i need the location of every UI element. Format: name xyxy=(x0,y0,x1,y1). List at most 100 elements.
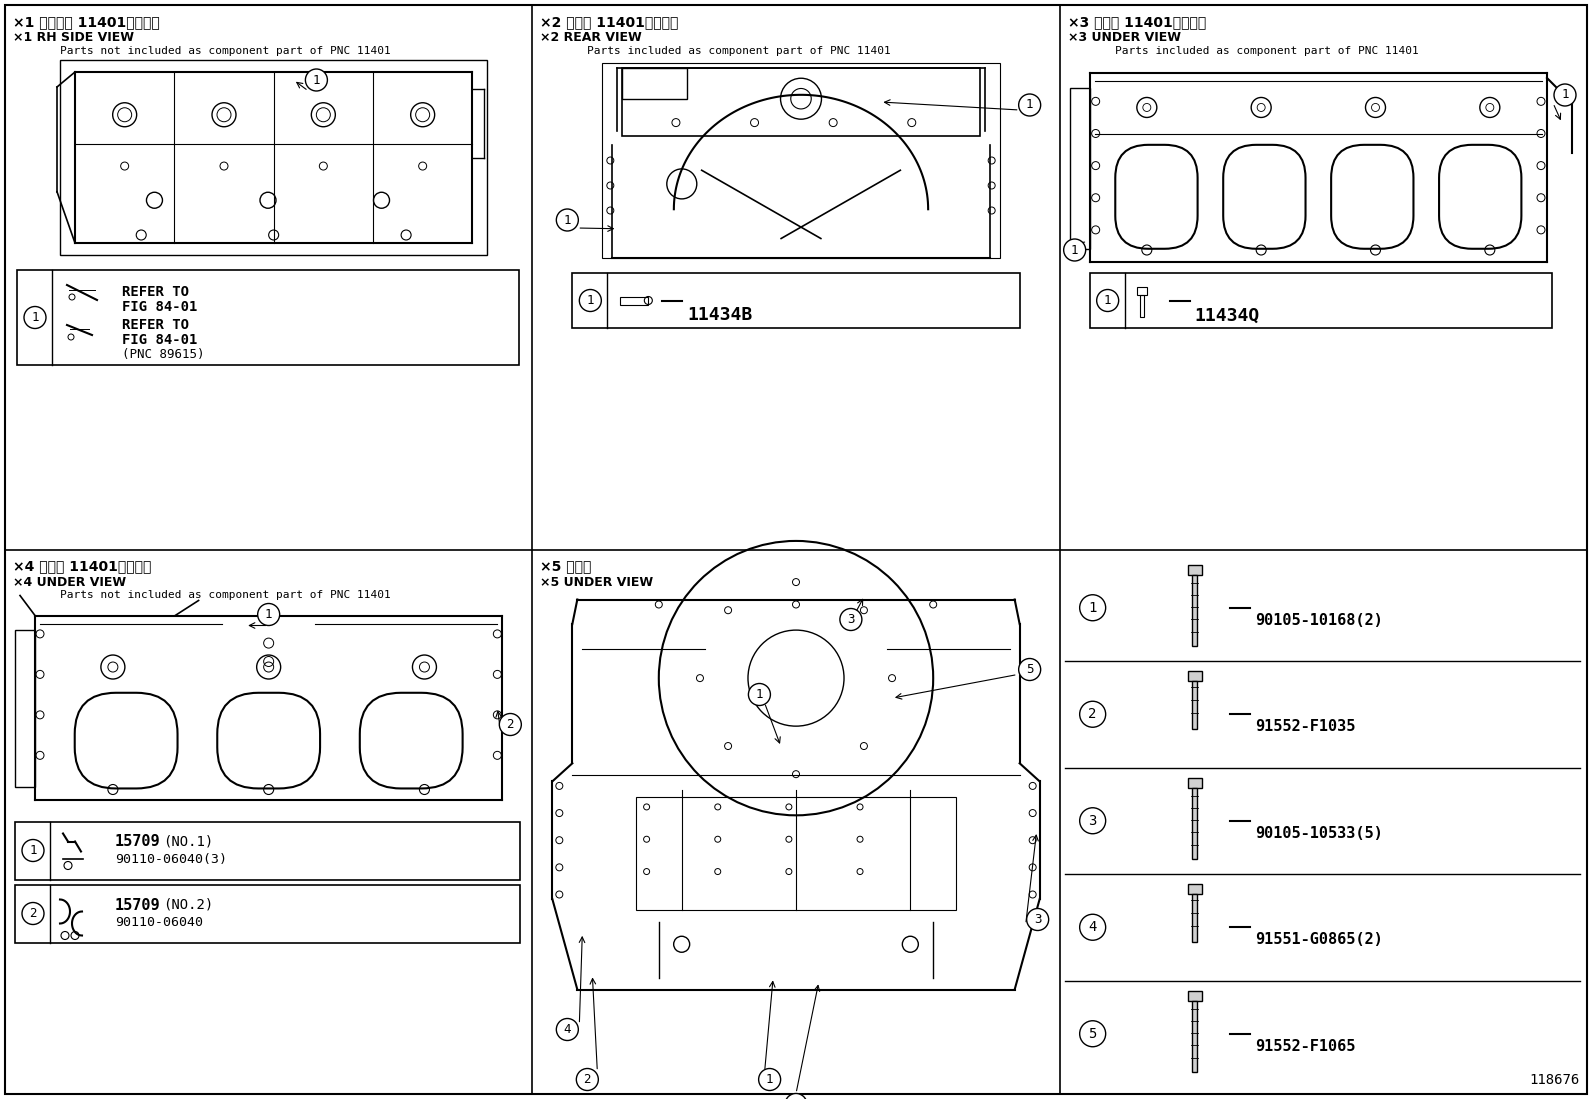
Text: 3: 3 xyxy=(1089,813,1097,828)
Circle shape xyxy=(1063,238,1086,260)
Circle shape xyxy=(24,307,46,329)
Text: REFER TO: REFER TO xyxy=(123,285,189,299)
Text: (NO.2): (NO.2) xyxy=(162,898,213,911)
Bar xyxy=(1192,681,1197,729)
Text: ×2 後方視 11401の構成内: ×2 後方視 11401の構成内 xyxy=(540,15,678,29)
Bar xyxy=(1070,88,1089,248)
Bar xyxy=(1188,565,1202,575)
Text: ×1 RH SIDE VIEW: ×1 RH SIDE VIEW xyxy=(13,31,134,44)
Text: 2: 2 xyxy=(1089,708,1097,721)
Circle shape xyxy=(556,209,578,231)
Text: 4: 4 xyxy=(1089,920,1097,934)
Bar xyxy=(1188,671,1202,681)
Text: 1: 1 xyxy=(586,295,594,307)
Circle shape xyxy=(785,1094,807,1099)
Text: ×5 下面視: ×5 下面視 xyxy=(540,559,592,574)
Circle shape xyxy=(841,609,861,631)
Text: 15709: 15709 xyxy=(115,834,161,850)
Text: ×4 下面視 11401の構成外: ×4 下面視 11401の構成外 xyxy=(13,559,151,574)
Circle shape xyxy=(748,684,771,706)
Bar xyxy=(1188,884,1202,893)
Text: (PNC 89615): (PNC 89615) xyxy=(123,348,204,360)
Circle shape xyxy=(500,713,521,735)
Text: 1: 1 xyxy=(1103,295,1111,307)
Text: ×2 REAR VIEW: ×2 REAR VIEW xyxy=(540,31,642,44)
Circle shape xyxy=(1019,95,1041,116)
Text: Parts not included as component part of PNC 11401: Parts not included as component part of … xyxy=(33,590,390,600)
Bar xyxy=(1140,295,1143,317)
Circle shape xyxy=(1079,595,1106,621)
Text: 11434B: 11434B xyxy=(688,307,753,324)
Bar xyxy=(1192,788,1197,859)
Bar xyxy=(622,68,686,99)
Text: Parts not included as component part of PNC 11401: Parts not included as component part of … xyxy=(33,46,390,56)
Bar xyxy=(635,797,957,910)
Circle shape xyxy=(1097,289,1119,311)
Text: 2: 2 xyxy=(29,907,37,920)
Bar xyxy=(1192,893,1197,942)
Text: 2: 2 xyxy=(506,718,514,731)
Circle shape xyxy=(759,1068,780,1090)
Text: ×5 UNDER VIEW: ×5 UNDER VIEW xyxy=(540,576,653,588)
Text: ×3 UNDER VIEW: ×3 UNDER VIEW xyxy=(1068,31,1181,44)
Text: 90110-06040(3): 90110-06040(3) xyxy=(115,854,228,866)
Text: 1: 1 xyxy=(312,74,320,87)
Text: 91552-F1035: 91552-F1035 xyxy=(1254,719,1355,734)
Text: ×4 UNDER VIEW: ×4 UNDER VIEW xyxy=(13,576,126,588)
Bar xyxy=(14,885,521,943)
Text: (NO.1): (NO.1) xyxy=(162,834,213,848)
Bar xyxy=(573,273,1019,328)
Bar xyxy=(1188,990,1202,1000)
Text: 5: 5 xyxy=(1089,1026,1097,1041)
Bar xyxy=(621,297,648,304)
Bar xyxy=(60,60,487,255)
Text: 4: 4 xyxy=(564,1023,572,1036)
Text: 1: 1 xyxy=(1089,601,1097,614)
Circle shape xyxy=(579,289,602,311)
Bar xyxy=(18,270,519,365)
Text: 118676: 118676 xyxy=(1530,1073,1579,1087)
Circle shape xyxy=(258,603,280,625)
Circle shape xyxy=(1079,914,1106,941)
Text: 5: 5 xyxy=(1025,663,1033,676)
Text: 1: 1 xyxy=(1025,99,1033,111)
Circle shape xyxy=(1079,1021,1106,1046)
Text: ×1 右側面視 11401の構成外: ×1 右側面視 11401の構成外 xyxy=(13,15,159,29)
Bar xyxy=(1192,575,1197,646)
Text: 1: 1 xyxy=(32,311,38,324)
Text: 1: 1 xyxy=(1562,89,1568,101)
Text: Parts included as component part of PNC 11401: Parts included as component part of PNC … xyxy=(560,46,892,56)
Text: 90110-06040: 90110-06040 xyxy=(115,917,204,930)
Circle shape xyxy=(22,902,45,924)
Circle shape xyxy=(556,1019,578,1041)
Bar xyxy=(602,63,1000,258)
Text: 1: 1 xyxy=(1071,244,1078,256)
Bar xyxy=(14,630,35,787)
Circle shape xyxy=(1027,909,1049,931)
Text: 11434Q: 11434Q xyxy=(1194,307,1259,324)
Text: 1: 1 xyxy=(564,213,572,226)
Circle shape xyxy=(1019,658,1041,680)
Text: 1: 1 xyxy=(29,844,37,857)
Circle shape xyxy=(22,840,45,862)
Text: 90105-10533(5): 90105-10533(5) xyxy=(1254,825,1382,841)
Text: 2: 2 xyxy=(584,1073,591,1086)
Bar xyxy=(1192,1000,1197,1072)
Text: Parts included as component part of PNC 11401: Parts included as component part of PNC … xyxy=(1087,46,1418,56)
Circle shape xyxy=(1554,84,1576,106)
Text: FIG 84-01: FIG 84-01 xyxy=(123,300,197,314)
Text: 1: 1 xyxy=(264,608,272,621)
Text: 15709: 15709 xyxy=(115,898,161,912)
Bar xyxy=(14,821,521,879)
Text: 90105-10168(2): 90105-10168(2) xyxy=(1254,613,1382,628)
Bar xyxy=(1089,273,1552,328)
Text: 1: 1 xyxy=(766,1073,774,1086)
Bar xyxy=(1137,287,1146,295)
Text: 91551-G0865(2): 91551-G0865(2) xyxy=(1254,932,1382,947)
Circle shape xyxy=(576,1068,599,1090)
Text: 3: 3 xyxy=(1033,913,1041,926)
Text: 3: 3 xyxy=(847,613,855,626)
Text: 1: 1 xyxy=(756,688,763,701)
Text: REFER TO: REFER TO xyxy=(123,318,189,332)
Text: FIG 84-01: FIG 84-01 xyxy=(123,333,197,347)
